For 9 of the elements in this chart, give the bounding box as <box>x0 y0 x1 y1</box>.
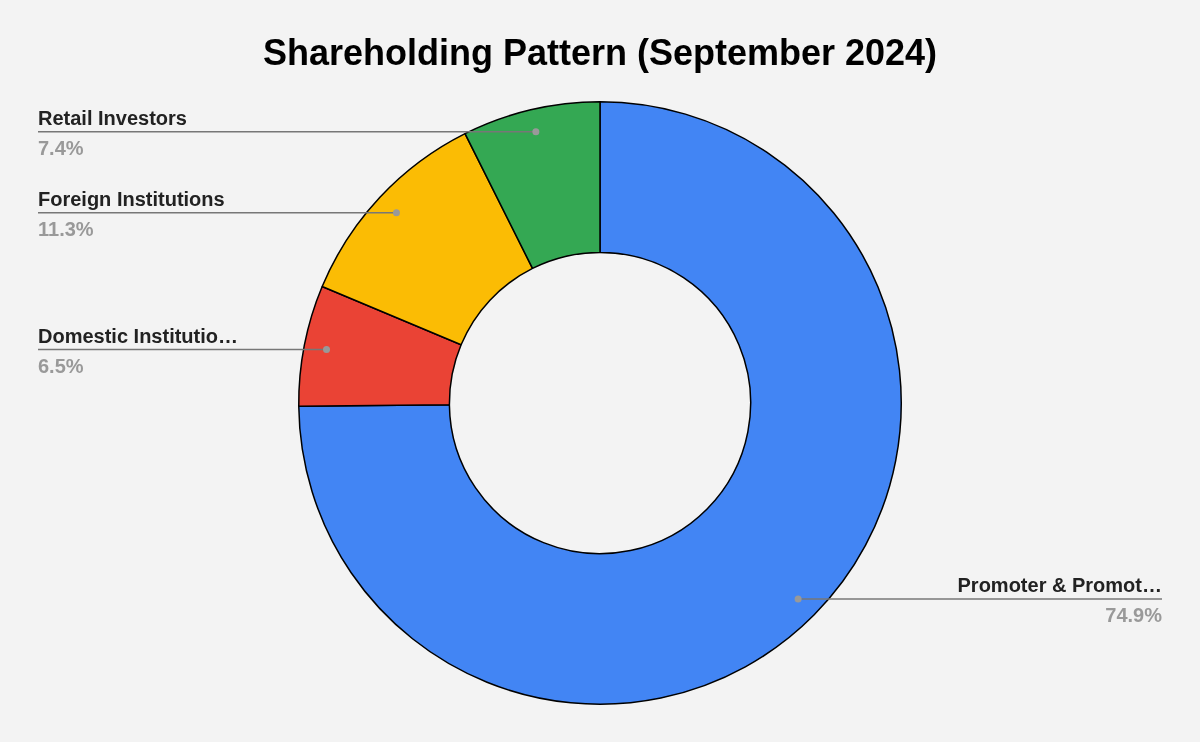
data-label: 7.4% <box>38 136 84 159</box>
chart-title: Shareholding Pattern (September 2024) <box>262 31 938 73</box>
data-label: 11.3% <box>38 217 94 240</box>
slice-label: Foreign Institutions <box>38 187 225 210</box>
slice-label: Promoter & Promot… <box>957 573 1162 596</box>
data-label: 74.9% <box>1105 603 1163 626</box>
slice-label: Domestic Institutio… <box>38 324 239 347</box>
data-label: 6.5% <box>38 354 84 377</box>
slice-label: Retail Investors <box>38 106 187 129</box>
